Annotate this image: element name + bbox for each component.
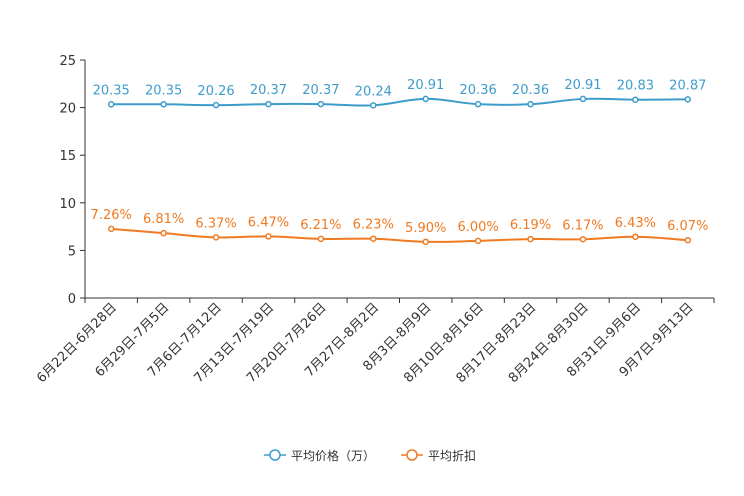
series-line (111, 97, 688, 107)
legend-item-0[interactable]: 平均价格（万） (264, 448, 375, 463)
legend-marker-icon (406, 449, 418, 461)
data-label: 20.35 (93, 83, 130, 98)
data-point[interactable] (527, 235, 534, 243)
data-label: 20.91 (407, 78, 444, 93)
data-point[interactable] (212, 101, 220, 109)
data-label: 6.19% (510, 218, 551, 233)
data-point[interactable] (160, 229, 167, 237)
data-point[interactable] (160, 101, 167, 108)
data-label: 20.37 (250, 83, 287, 98)
y-tick-label: 5 (68, 244, 76, 259)
legend-marker-icon (269, 449, 281, 461)
data-label: 6.00% (457, 220, 498, 235)
data-label: 20.36 (460, 83, 497, 98)
y-tick-label: 20 (59, 102, 76, 117)
data-label: 20.24 (355, 84, 392, 99)
data-label: 20.26 (197, 84, 234, 99)
data-point[interactable] (107, 101, 115, 108)
data-point[interactable] (370, 235, 377, 242)
data-point[interactable] (265, 100, 272, 108)
data-point[interactable] (474, 237, 482, 245)
y-tick-label: 15 (59, 149, 76, 164)
data-label: 7.26% (91, 208, 132, 223)
legend: 平均价格（万） 平均折扣 (264, 448, 476, 463)
data-label: 6.81% (143, 212, 184, 227)
data-point[interactable] (474, 100, 482, 108)
data-label: 6.43% (615, 216, 656, 231)
series-1: 7.26% 6.81% 6.37% 6.47% 6.21% 6.23% 5.90% 6.00%… (91, 208, 708, 246)
data-label: 20.36 (512, 83, 549, 98)
data-point[interactable] (684, 236, 692, 244)
data-label: 6.07% (667, 219, 708, 234)
legend-label: 平均价格（万） (291, 448, 375, 463)
legend-label: 平均折扣 (428, 448, 476, 463)
data-point[interactable] (632, 96, 639, 103)
data-point[interactable] (212, 234, 220, 241)
data-label: 6.23% (353, 218, 394, 233)
data-label: 20.83 (617, 79, 654, 94)
data-point[interactable] (317, 235, 325, 243)
data-label: 6.37% (195, 216, 236, 231)
data-label: 6.47% (248, 215, 289, 230)
data-point[interactable] (422, 238, 429, 246)
data-point[interactable] (265, 233, 272, 240)
data-point[interactable] (370, 102, 377, 109)
y-tick-label: 0 (68, 292, 76, 307)
data-point[interactable] (422, 95, 429, 103)
series-layer: 20.35 20.35 20.26 20.37 20.37 20.24 20.91 20.36… (91, 78, 708, 246)
data-point[interactable] (684, 96, 692, 103)
data-point[interactable] (107, 225, 115, 233)
series-0: 20.35 20.35 20.26 20.37 20.37 20.24 20.91 20.36… (93, 78, 706, 109)
series-line (111, 227, 688, 243)
y-tick-label: 25 (59, 54, 76, 69)
data-point[interactable] (579, 236, 587, 243)
data-label: 20.37 (302, 83, 339, 98)
data-label: 5.90% (405, 221, 446, 236)
data-label: 20.35 (145, 83, 182, 98)
data-label: 20.91 (564, 78, 601, 93)
data-label: 6.17% (562, 218, 603, 233)
legend-item-1[interactable]: 平均折扣 (401, 448, 476, 463)
data-label: 20.87 (669, 78, 706, 93)
data-label: 6.21% (300, 218, 341, 233)
data-point[interactable] (632, 233, 639, 241)
data-point[interactable] (579, 95, 587, 103)
data-point[interactable] (527, 100, 534, 108)
y-tick-label: 10 (59, 197, 76, 212)
data-point[interactable] (317, 100, 325, 108)
